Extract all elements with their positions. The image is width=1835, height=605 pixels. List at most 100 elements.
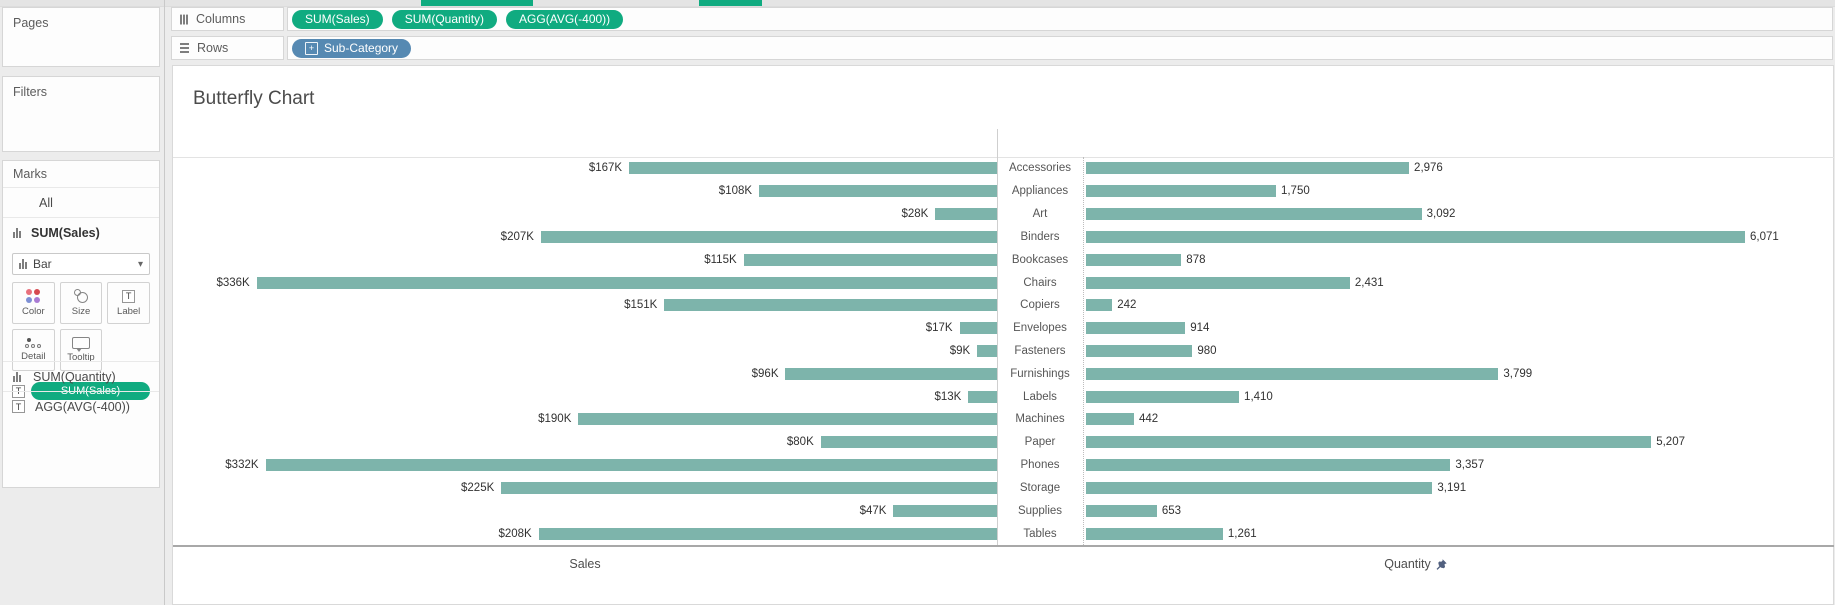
quantity-bar[interactable] — [1086, 253, 1182, 266]
category-label[interactable]: Phones — [1020, 459, 1060, 472]
sales-value-label: $9K — [949, 344, 971, 357]
category-label[interactable]: Labels — [1023, 390, 1057, 403]
category-label[interactable]: Copiers — [1020, 299, 1060, 312]
quantity-bar[interactable] — [1086, 504, 1157, 517]
color-button-label: Color — [21, 306, 45, 317]
marks-card-sum-quantity[interactable]: SUM(Quantity) — [3, 361, 159, 391]
marks-card[interactable]: Marks All SUM(Sales) Bar ▾ Color — [2, 160, 160, 488]
mark-type-dropdown[interactable]: Bar ▾ — [12, 253, 150, 275]
chart-row-envelopes: $17K Envelopes 914 — [0, 317, 1835, 340]
quantity-bar[interactable] — [1086, 230, 1745, 243]
sales-bar[interactable] — [977, 344, 997, 357]
category-label[interactable]: Supplies — [1017, 504, 1063, 517]
rows-shelf-pills: + Sub-Category — [292, 38, 420, 58]
quantity-bar[interactable] — [1086, 436, 1652, 449]
category-label[interactable]: Envelopes — [1013, 322, 1067, 335]
sales-bar[interactable] — [959, 322, 997, 335]
quantity-bar[interactable] — [1086, 367, 1499, 380]
sales-axis-title: Sales — [569, 557, 601, 571]
center-axis-line — [997, 129, 998, 545]
row-pill-1[interactable]: + Sub-Category — [292, 38, 412, 58]
column-pill-3[interactable]: AGG(AVG(-400)) — [506, 9, 624, 29]
quantity-bar[interactable] — [1086, 185, 1276, 198]
chart-row-paper: $80K Paper 5,207 — [0, 431, 1835, 454]
category-label[interactable]: Binders — [1020, 230, 1060, 243]
marks-card-agg-avg-label: AGG(AVG(-400)) — [35, 399, 130, 414]
category-label[interactable]: Tables — [1023, 527, 1057, 540]
quantity-bar[interactable] — [1086, 299, 1113, 312]
column-pill-1[interactable]: SUM(Sales) — [292, 9, 383, 29]
category-label[interactable]: Appliances — [1011, 185, 1069, 198]
sales-bar[interactable] — [968, 390, 997, 403]
marks-tab-sum-sales[interactable]: SUM(Sales) — [3, 217, 159, 247]
column-pill-2[interactable]: SUM(Quantity) — [391, 9, 498, 29]
quantity-bar[interactable] — [1086, 390, 1240, 403]
quantity-value-label: 878 — [1186, 253, 1206, 266]
quantity-value-label: 1,410 — [1244, 390, 1273, 403]
sales-value-label: $28K — [901, 208, 929, 221]
detail-button[interactable]: Detail — [12, 329, 55, 371]
sales-bar[interactable] — [759, 185, 997, 198]
sales-bar[interactable] — [256, 276, 997, 289]
chart-title: Butterfly Chart — [193, 88, 315, 109]
sales-bar[interactable] — [578, 413, 997, 426]
columns-shelf[interactable]: SUM(Sales) SUM(Quantity) AGG(AVG(-400)) — [287, 7, 1833, 31]
chart-row-furnishings: $96K Furnishings 3,799 — [0, 362, 1835, 385]
quantity-value-label: 442 — [1138, 413, 1159, 426]
category-label[interactable]: Chairs — [1023, 276, 1057, 289]
quantity-value-label: 2,976 — [1414, 162, 1443, 175]
category-label[interactable]: Bookcases — [1011, 253, 1069, 266]
sales-bar[interactable] — [785, 367, 997, 380]
quantity-bar[interactable] — [1086, 322, 1186, 335]
quantity-value-label: 3,191 — [1437, 481, 1467, 494]
columns-shelf-pills: SUM(Sales) SUM(Quantity) AGG(AVG(-400)) — [292, 9, 632, 29]
tooltip-button[interactable]: Tooltip — [59, 329, 103, 371]
rows-shelf[interactable]: + Sub-Category — [287, 36, 1833, 60]
category-label[interactable]: Art — [1032, 208, 1048, 221]
quantity-bar[interactable] — [1086, 344, 1193, 357]
quantity-bar[interactable] — [1086, 276, 1350, 289]
category-label[interactable]: Storage — [1019, 481, 1061, 494]
category-label[interactable]: Fasteners — [1014, 344, 1066, 357]
chart-row-labels: $13K Labels 1,410 — [0, 385, 1835, 408]
quantity-bar[interactable] — [1086, 459, 1451, 472]
sidebar-divider — [164, 0, 165, 605]
quantity-bar[interactable] — [1086, 481, 1433, 494]
marks-buttons: Color Size T Label Detail — [12, 282, 150, 371]
quantity-bar[interactable] — [1086, 413, 1134, 426]
sales-bar[interactable] — [935, 208, 997, 221]
sales-bar[interactable] — [820, 436, 997, 449]
size-icon — [73, 289, 89, 303]
sales-bar[interactable] — [501, 481, 997, 494]
quantity-bar[interactable] — [1086, 527, 1223, 540]
sales-bar[interactable] — [664, 299, 997, 312]
sales-bar[interactable] — [743, 253, 997, 266]
sales-bar[interactable] — [265, 459, 997, 472]
size-button[interactable]: Size — [59, 282, 103, 324]
label-button[interactable]: T Label — [107, 282, 150, 324]
marks-tab-all[interactable]: All — [3, 187, 159, 217]
category-label[interactable]: Machines — [1015, 413, 1065, 426]
sales-value-label: $115K — [704, 253, 737, 266]
cutoff-toolbar-strip — [0, 0, 1835, 7]
quantity-value-label: 2,431 — [1354, 276, 1384, 289]
color-button[interactable]: Color — [12, 282, 55, 324]
tooltip-button-label: Tooltip — [67, 352, 95, 363]
filters-shelf[interactable]: Filters — [2, 76, 160, 152]
expand-plus-icon[interactable]: + — [305, 41, 318, 55]
color-icon — [26, 289, 41, 303]
sales-bar[interactable] — [893, 504, 997, 517]
quantity-bar[interactable] — [1086, 208, 1422, 221]
quantity-value-label: 914 — [1190, 322, 1210, 335]
pin-icon[interactable] — [1435, 558, 1448, 571]
quantity-bar[interactable] — [1086, 162, 1410, 175]
category-label[interactable]: Paper — [1024, 436, 1056, 449]
pages-shelf[interactable]: Pages — [2, 7, 160, 67]
category-label[interactable]: Accessories — [1009, 162, 1071, 175]
quantity-axis-title-area: Quantity — [997, 555, 1835, 573]
marks-card-agg-avg[interactable]: T AGG(AVG(-400)) — [3, 391, 159, 421]
sales-bar[interactable] — [540, 230, 997, 243]
sales-bar[interactable] — [538, 527, 997, 540]
sales-bar[interactable] — [629, 162, 997, 175]
category-label[interactable]: Furnishings — [1010, 367, 1070, 380]
